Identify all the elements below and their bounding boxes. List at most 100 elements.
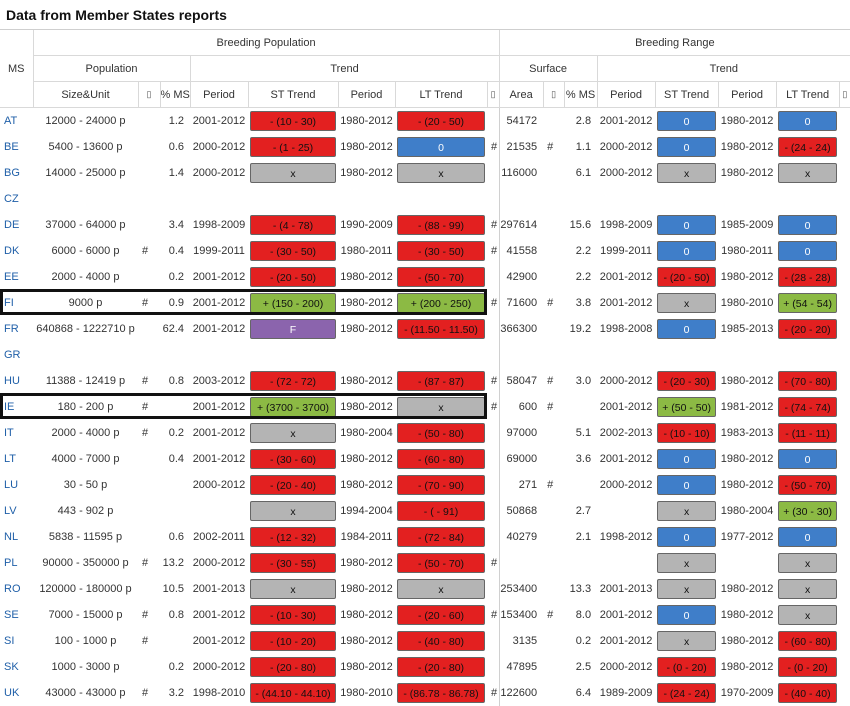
ms-link[interactable]: BE [4,141,19,153]
ms-link[interactable]: FR [4,323,19,335]
col-size-unit[interactable]: Size&Unit [32,81,138,108]
range-st-trend-badge[interactable]: - (20 - 30) [657,371,717,391]
st-trend-badge[interactable]: + (3700 - 3700) [250,397,336,417]
sort-icon[interactable]: ▯ [486,81,500,108]
st-trend-badge[interactable]: + (150 - 200) [250,293,336,313]
col-range-lt-trend[interactable]: LT Trend [775,81,840,108]
range-st-trend-badge[interactable]: - (20 - 50) [657,267,717,287]
range-lt-trend-badge[interactable]: - (74 - 74) [778,397,838,417]
ms-link[interactable]: DK [4,245,20,257]
ms-link[interactable]: GR [4,349,21,361]
range-lt-trend-badge[interactable]: x [778,605,838,625]
ms-link[interactable]: SI [4,635,15,647]
ms-link[interactable]: IE [4,401,15,413]
range-st-trend-badge[interactable]: 0 [657,319,717,339]
col-range-st-trend[interactable]: ST Trend [654,81,719,108]
range-lt-trend-badge[interactable]: 0 [778,241,838,261]
range-st-trend-badge[interactable]: x [657,631,717,651]
lt-trend-badge[interactable]: - (86.78 - 86.78) [397,683,485,703]
range-st-trend-badge[interactable]: 0 [657,475,717,495]
ms-link[interactable]: AT [4,115,18,127]
range-lt-trend-badge[interactable]: - (28 - 28) [778,267,838,287]
range-st-trend-badge[interactable]: 0 [657,111,717,131]
ms-link[interactable]: LV [4,505,17,517]
col-ms[interactable]: MS [0,30,33,108]
st-trend-badge[interactable]: - (1 - 25) [250,137,336,157]
col-lt-trend[interactable]: LT Trend [394,81,487,108]
lt-trend-badge[interactable]: x [397,397,485,417]
range-st-trend-badge[interactable]: + (50 - 50) [657,397,717,417]
st-trend-badge[interactable]: - (30 - 55) [250,553,336,573]
col-st-trend[interactable]: ST Trend [247,81,338,108]
range-st-trend-badge[interactable]: - (24 - 24) [657,683,717,703]
range-lt-trend-badge[interactable]: 0 [778,449,838,469]
range-st-trend-badge[interactable]: x [657,553,717,573]
ms-link[interactable]: FI [4,297,14,309]
st-trend-badge[interactable]: - (30 - 60) [250,449,336,469]
range-lt-trend-badge[interactable]: 0 [778,527,838,547]
lt-trend-badge[interactable]: x [397,579,485,599]
lt-trend-badge[interactable]: - (50 - 70) [397,267,485,287]
lt-trend-badge[interactable]: x [397,163,485,183]
ms-link[interactable]: SE [4,609,19,621]
range-st-trend-badge[interactable]: x [657,163,717,183]
st-trend-badge[interactable]: - (10 - 30) [250,111,336,131]
ms-link[interactable]: LT [4,453,17,465]
ms-link[interactable]: DE [4,219,20,231]
ms-link[interactable]: SK [4,661,19,673]
lt-trend-badge[interactable]: - (20 - 50) [397,111,485,131]
st-trend-badge[interactable]: x [250,501,336,521]
lt-trend-badge[interactable]: - (50 - 80) [397,423,485,443]
lt-trend-badge[interactable]: - (11.50 - 11.50) [397,319,485,339]
lt-trend-badge[interactable]: - (70 - 90) [397,475,485,495]
range-st-trend-badge[interactable]: 0 [657,137,717,157]
lt-trend-badge[interactable]: - (88 - 99) [397,215,485,235]
st-trend-badge[interactable]: - (20 - 80) [250,657,336,677]
range-lt-trend-badge[interactable]: 0 [778,111,838,131]
lt-trend-badge[interactable]: - (50 - 70) [397,553,485,573]
ms-link[interactable]: UK [4,687,20,699]
col-period-st[interactable]: Period [189,81,248,108]
col-period-lt[interactable]: Period [337,81,395,108]
range-lt-trend-badge[interactable]: x [778,553,838,573]
ms-link[interactable]: EE [4,271,19,283]
range-st-trend-badge[interactable]: x [657,579,717,599]
st-trend-badge[interactable]: x [250,423,336,443]
sort-icon[interactable]: ▯ [542,81,565,108]
range-st-trend-badge[interactable]: 0 [657,215,717,235]
range-st-trend-badge[interactable]: - (10 - 10) [657,423,717,443]
lt-trend-badge[interactable]: - (20 - 80) [397,657,485,677]
col-range-pct-ms[interactable]: % MS [563,81,598,108]
range-lt-trend-badge[interactable]: - (20 - 20) [778,319,838,339]
ms-link[interactable]: RO [4,583,21,595]
lt-trend-badge[interactable]: - ( - 91) [397,501,485,521]
range-lt-trend-badge[interactable]: x [778,163,838,183]
range-lt-trend-badge[interactable]: - (60 - 80) [778,631,838,651]
lt-trend-badge[interactable]: - (20 - 60) [397,605,485,625]
range-st-trend-badge[interactable]: 0 [657,527,717,547]
lt-trend-badge[interactable]: - (87 - 87) [397,371,485,391]
range-lt-trend-badge[interactable]: - (40 - 40) [778,683,838,703]
st-trend-badge[interactable]: - (10 - 20) [250,631,336,651]
range-st-trend-badge[interactable]: x [657,501,717,521]
ms-link[interactable]: IT [4,427,14,439]
st-trend-badge[interactable]: - (30 - 50) [250,241,336,261]
range-lt-trend-badge[interactable]: x [778,579,838,599]
sort-icon[interactable]: ▯ [838,81,850,108]
range-lt-trend-badge[interactable]: - (0 - 20) [778,657,838,677]
range-lt-trend-badge[interactable]: - (70 - 80) [778,371,838,391]
sort-icon[interactable]: ▯ [137,81,160,108]
range-st-trend-badge[interactable]: 0 [657,449,717,469]
range-lt-trend-badge[interactable]: - (24 - 24) [778,137,838,157]
range-lt-trend-badge[interactable]: 0 [778,215,838,235]
st-trend-badge[interactable]: - (44.10 - 44.10) [250,683,336,703]
range-lt-trend-badge[interactable]: - (11 - 11) [778,423,838,443]
st-trend-badge[interactable]: x [250,163,336,183]
st-trend-badge[interactable]: - (10 - 30) [250,605,336,625]
lt-trend-badge[interactable]: - (72 - 84) [397,527,485,547]
range-st-trend-badge[interactable]: x [657,293,717,313]
range-st-trend-badge[interactable]: - (0 - 20) [657,657,717,677]
range-lt-trend-badge[interactable]: - (50 - 70) [778,475,838,495]
lt-trend-badge[interactable]: 0 [397,137,485,157]
ms-link[interactable]: PL [4,557,18,569]
